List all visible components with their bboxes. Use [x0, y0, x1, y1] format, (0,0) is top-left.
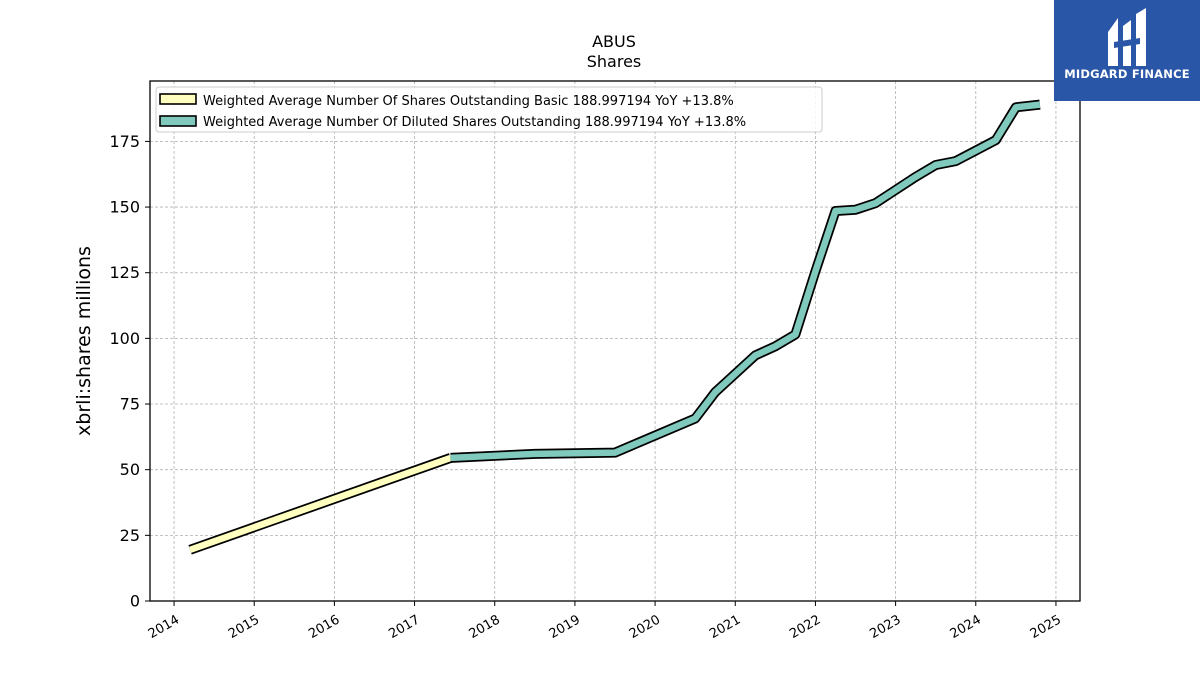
y-tick-label: 25: [120, 526, 140, 545]
series-group: [188, 99, 1041, 555]
y-ticks: 0 25 50 75 100 125 150 175: [109, 132, 150, 611]
logo-text: MIDGARD FINANCE: [1064, 67, 1190, 81]
x-tick-label: 2018: [467, 612, 503, 642]
legend-swatch-diluted: [159, 115, 197, 127]
legend-label-diluted: Weighted Average Number Of Diluted Share…: [203, 115, 746, 130]
y-tick-label: 0: [130, 592, 140, 611]
x-tick-label: 2019: [547, 612, 583, 642]
y-tick-label: 50: [120, 460, 140, 479]
y-axis-label: xbrli:shares millions: [73, 246, 95, 436]
series-line-1: [450, 101, 1041, 462]
x-tick-label: 2016: [306, 612, 342, 642]
series-line-0: [189, 454, 452, 553]
plot-frame: [149, 80, 1081, 602]
legend-box: [155, 86, 823, 133]
chart-title: ABUS: [592, 32, 636, 51]
y-tick-label: 175: [109, 132, 140, 151]
x-tick-label: 2024: [948, 612, 984, 642]
x-tick-label: 2022: [787, 612, 823, 642]
legend-swatch-basic: [159, 93, 197, 105]
x-tick-label: 2014: [146, 612, 182, 642]
midgard-finance-logo: MIDGARD FINANCE: [1054, 0, 1200, 101]
grid: [150, 81, 1080, 601]
x-tick-label: 2023: [867, 612, 903, 642]
chart-subtitle: Shares: [587, 52, 642, 71]
x-tick-label: 2017: [386, 612, 422, 642]
legend: Weighted Average Number Of Shares Outsta…: [155, 86, 823, 133]
x-tick-label: 2025: [1028, 612, 1064, 642]
x-ticks: 2014 2015 2016 2017 2018 2019 2020 2021 2022 2023…: [146, 601, 1064, 642]
series-outline-1: [450, 99, 1041, 463]
y-tick-label: 100: [109, 329, 140, 348]
y-tick-label: 150: [109, 198, 140, 217]
legend-label-basic: Weighted Average Number Of Shares Outsta…: [203, 94, 734, 109]
x-tick-label: 2015: [226, 612, 262, 642]
x-tick-label: 2021: [707, 612, 743, 642]
logo-mark-icon: [1108, 8, 1146, 66]
x-tick-label: 2020: [627, 612, 663, 642]
y-tick-label: 75: [120, 395, 140, 414]
y-tick-label: 125: [109, 263, 140, 282]
